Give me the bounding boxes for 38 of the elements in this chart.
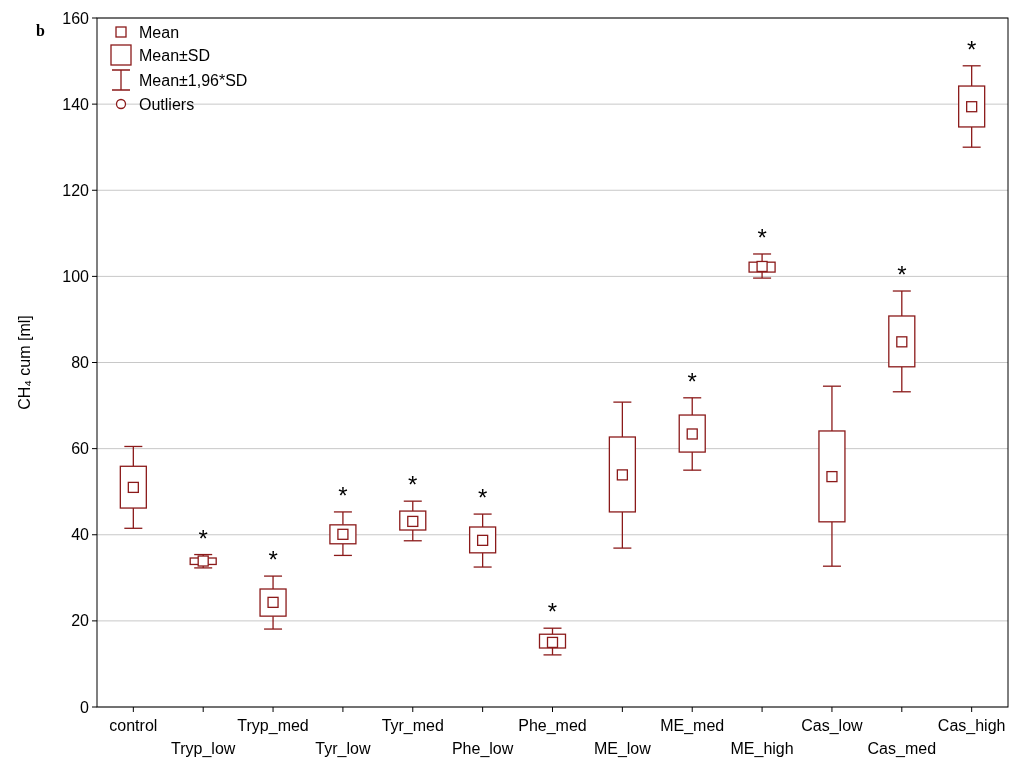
annotation: * [268, 546, 278, 574]
annotation: * [547, 598, 558, 626]
annotation: Mean [139, 23, 180, 41]
annotation: * [687, 367, 697, 395]
annotation: * [477, 484, 488, 512]
x-tick-label: Phe_low [451, 740, 514, 758]
x-tick-label: ME_low [593, 740, 652, 758]
y-tick-label: 140 [62, 95, 90, 113]
x-tick-label: Phe_med [518, 717, 587, 735]
x-tick-label: Tryp_low [171, 740, 236, 758]
x-tick-label: ME_med [660, 717, 725, 735]
y-tick-label: 0 [80, 698, 90, 716]
y-tick-label: 60 [71, 440, 90, 458]
x-tick-label: Cas_high [937, 717, 1006, 735]
y-tick-label: 120 [62, 181, 90, 199]
y-axis-title: CH₄ cum [ml] [16, 315, 33, 410]
text: b [36, 22, 45, 39]
y-tick-label: 20 [71, 612, 90, 630]
x-tick-label: Cas_med [867, 740, 937, 758]
annotation: * [408, 471, 418, 499]
x-tick-label: ME_high [730, 740, 794, 758]
annotation: Mean±1,96*SD [139, 71, 248, 89]
annotation: * [897, 261, 907, 289]
y-tick-label: 40 [71, 526, 90, 544]
annotation: * [967, 35, 977, 63]
x-tick-label: control [109, 717, 158, 734]
annotation: * [198, 524, 208, 552]
y-tick-label: 80 [71, 354, 90, 372]
annotation: Mean±SD [139, 46, 211, 64]
y-tick-label: 160 [62, 9, 90, 27]
x-tick-label: Tyr_med [381, 717, 444, 735]
annotation: Outliers [139, 95, 195, 113]
annotation: * [757, 223, 767, 251]
y-tick-label: 100 [62, 267, 90, 285]
x-tick-label: Tyr_low [315, 740, 371, 758]
x-tick-label: Tryp_med [237, 717, 309, 735]
x-tick-label: Cas_low [801, 717, 864, 735]
annotation: * [338, 481, 348, 509]
